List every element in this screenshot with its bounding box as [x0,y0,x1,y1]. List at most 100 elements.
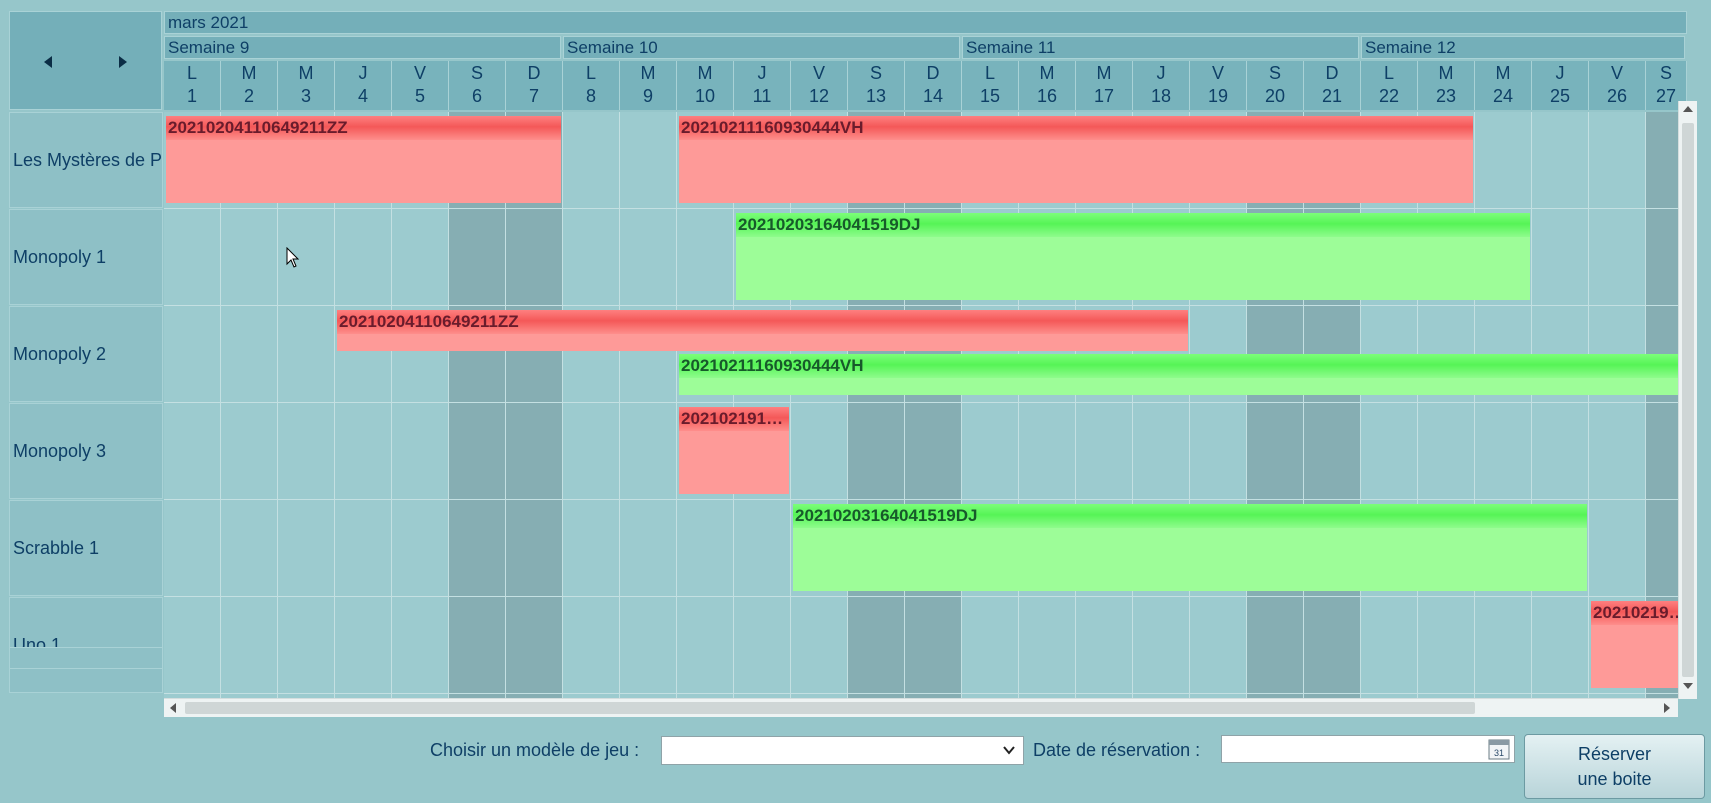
day-letter: D [527,63,541,83]
previous-period-button[interactable] [28,47,68,77]
day-letter: M [1096,63,1112,83]
mouse-pointer-icon [286,247,300,268]
next-period-button[interactable] [103,47,143,77]
reservation-bar[interactable]: 20210211160930444VH [679,116,1473,203]
day-letter: L [186,63,197,83]
horizontal-scrollbar[interactable] [164,698,1678,717]
reserve-box-button[interactable]: Réserver une boite [1524,734,1705,799]
day-number: 24 [1492,86,1514,106]
reservation-label: 20210211160930444VH [679,354,1687,378]
day-letter: M [298,63,314,83]
day-header: M 16 [1019,61,1076,110]
day-number: 1 [186,86,197,106]
day-number: 14 [922,86,944,106]
game-model-select[interactable] [661,736,1024,765]
weekend-column [1247,112,1304,699]
reservation-scheduler: mars 2021 Semaine 9 Semaine 10 Semaine 11 S… [9,11,1687,718]
resource-row-label: Monopoly 2 [9,306,163,402]
grid-column-line [1075,112,1076,699]
weekend-column [506,112,563,699]
reservation-date-label: Date de réservation : [1033,740,1201,760]
day-header: V 26 [1589,61,1646,110]
day-number: 7 [528,86,539,106]
day-letter: D [926,63,940,83]
reservation-label: 20210203164041519DJ [736,213,1530,237]
grid-column-line [334,112,335,699]
reservation-bar[interactable]: 202102191… [679,407,789,494]
reservation-bar[interactable]: 20210204110649211ZZ [337,310,1188,351]
day-header: D 14 [905,61,962,110]
reservation-bar[interactable]: 20210219165 [1591,601,1687,688]
day-letter: L [585,63,596,83]
navigation-corner [9,11,162,110]
day-header: J 25 [1532,61,1589,110]
calendar-icon[interactable]: 31 [1488,738,1510,760]
week-header: Semaine 10 [563,36,960,59]
grid-column-line [733,112,734,699]
reservation-label: 202102191… [679,407,789,431]
vertical-scrollbar[interactable] [1678,101,1697,699]
resource-row-label: Scrabble 1 [9,500,163,596]
resource-row-label: Uno 1 [9,597,163,693]
reservation-bar[interactable]: 20210203164041519DJ [736,213,1530,300]
resource-row-label: Monopoly 3 [9,403,163,499]
reservation-bar[interactable]: 20210211160930444VH [679,354,1687,395]
grid-column-line [961,112,962,699]
day-number: 13 [865,86,887,106]
horizontal-scroll-thumb[interactable] [185,702,1475,714]
grid-column-line [562,112,563,699]
chevron-down-icon [1003,746,1015,755]
scroll-up-icon[interactable] [1682,105,1694,113]
day-header: M 10 [677,61,734,110]
day-letter: J [358,63,368,83]
reserve-button-line1: Réserver [1577,743,1652,764]
day-header: J 18 [1133,61,1190,110]
grid-column-line [1189,112,1190,699]
reservation-label: 20210211160930444VH [679,116,1473,140]
schedule-grid[interactable]: 20210204110649211ZZ 20210211160930444VH 20… [164,112,1687,699]
scroll-down-icon[interactable] [1682,682,1694,690]
grid-column-line [1303,112,1304,699]
day-number: 10 [694,86,716,106]
day-header: J 11 [734,61,791,110]
day-number: 25 [1549,86,1571,106]
resource-row-label: Les Mystères de Pé [9,112,163,208]
day-header: L 22 [1361,61,1418,110]
day-number: 17 [1093,86,1115,106]
weekend-column [449,112,506,699]
day-letter: M [241,63,257,83]
day-letter: M [1039,63,1055,83]
grid-row-line [164,693,1687,694]
day-number: 9 [642,86,653,106]
day-header: M 24 [1475,61,1532,110]
grid-column-line [1246,112,1247,699]
day-number: 16 [1036,86,1058,106]
scroll-right-icon[interactable] [1663,702,1671,714]
grid-column-line [847,112,848,699]
reservation-bar[interactable]: 20210203164041519DJ [793,504,1587,591]
day-number: 2 [243,86,254,106]
grid-column-line [1474,112,1475,699]
reservation-date-field[interactable]: 31 [1221,735,1515,763]
day-number: 26 [1606,86,1628,106]
day-header: V 12 [791,61,848,110]
day-number: 21 [1321,86,1343,106]
day-number: 4 [357,86,368,106]
reservation-bar[interactable]: 20210204110649211ZZ [166,116,561,203]
model-select-label: Choisir un modèle de jeu : [430,740,640,760]
grid-column-line [790,112,791,699]
month-header: mars 2021 [164,11,1687,34]
scroll-left-icon[interactable] [169,702,177,714]
arrow-left-icon [44,56,52,68]
day-letter: L [984,63,995,83]
grid-column-line [1531,112,1532,699]
day-number: 22 [1378,86,1400,106]
vertical-scroll-thumb[interactable] [1682,123,1694,677]
day-header: S 13 [848,61,905,110]
